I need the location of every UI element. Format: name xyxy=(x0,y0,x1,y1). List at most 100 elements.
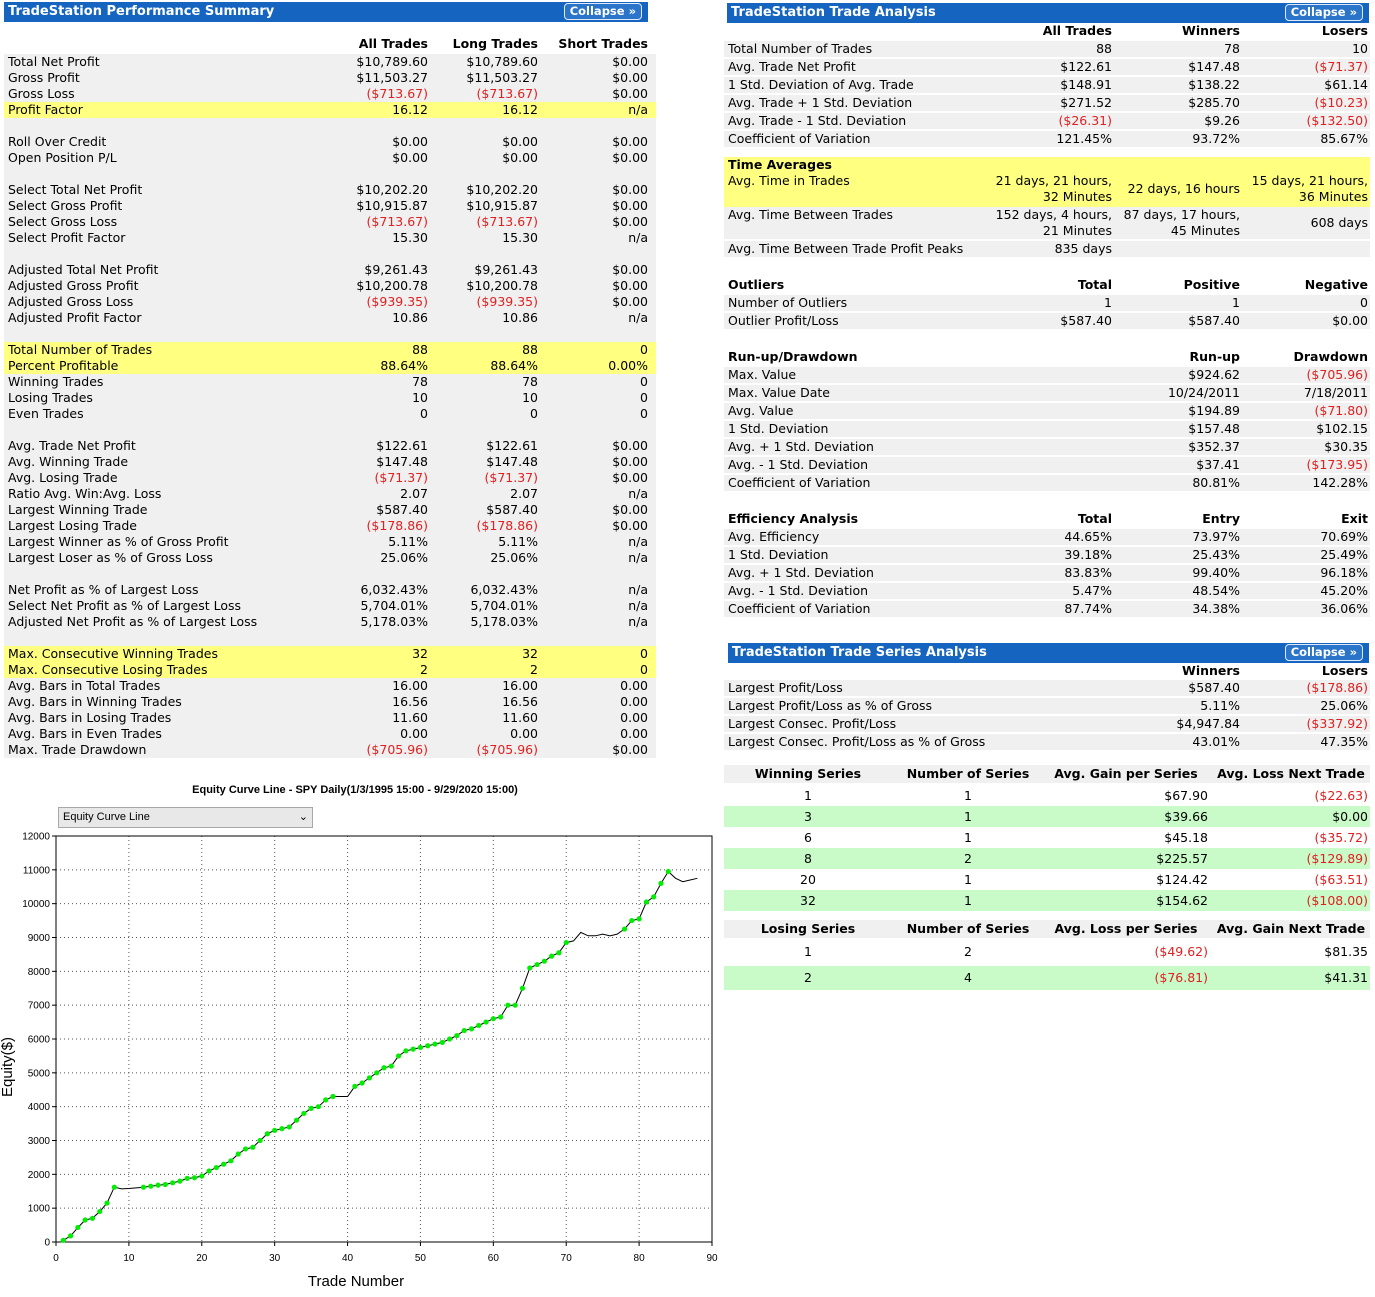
perf-row-value: 0.00 xyxy=(400,726,428,741)
analysis-value: 21 Minutes xyxy=(1042,223,1112,238)
perf-row-label: Gross Profit xyxy=(8,70,80,85)
perf-row-value: 88 xyxy=(522,342,538,357)
chart-type-dropdown[interactable]: Equity Curve Line ⌄ xyxy=(58,807,313,828)
perf-row-value: $0.00 xyxy=(502,134,538,149)
outliers-heading: Outliers Total Positive Negative xyxy=(724,277,1370,293)
perf-row-value: $0.00 xyxy=(612,134,648,149)
analysis-value: 5.47% xyxy=(1072,583,1112,598)
perf-row-value: $10,202.20 xyxy=(356,182,428,197)
perf-row-value: 2 xyxy=(420,662,428,677)
analysis-value: 83.83% xyxy=(1064,565,1112,580)
analysis-value: 45 Minutes xyxy=(1170,223,1240,238)
equity-point xyxy=(75,1224,81,1231)
equity-point xyxy=(439,1039,445,1045)
perf-spacer-row xyxy=(4,166,656,182)
outlier-row: Number of Outliers 1 1 0 xyxy=(724,295,1370,311)
series-collapse-button[interactable]: Collapse » xyxy=(1284,644,1363,661)
perf-collapse-button[interactable]: Collapse » xyxy=(563,3,642,20)
perf-row-value: 0 xyxy=(640,390,648,405)
analysis-value: $0.00 xyxy=(1332,313,1368,328)
perf-row-value: $10,789.60 xyxy=(466,54,538,69)
runup-row: Avg. - 1 Std. Deviation $37.41 ($173.95) xyxy=(724,457,1370,473)
series-value: 1 xyxy=(964,872,972,887)
perf-row-value: $11,503.27 xyxy=(356,70,428,85)
analysis-label: Avg. + 1 Std. Deviation xyxy=(728,565,874,580)
perf-row-value: ($713.67) xyxy=(366,214,428,229)
analysis-value: 608 days xyxy=(1310,215,1368,230)
equity-point xyxy=(519,985,526,991)
series-winning-row: 32 1 $154.62 ($108.00) xyxy=(724,890,1370,911)
perf-row-value: $0.00 xyxy=(612,150,648,165)
perf-row-label: Select Gross Profit xyxy=(8,198,123,213)
equity-point xyxy=(359,1080,365,1086)
series-winning-row: 1 1 $67.90 ($22.63) xyxy=(724,785,1370,806)
perf-row-value: $0.00 xyxy=(392,150,428,165)
equity-point xyxy=(140,1184,147,1190)
perf-row-value: $10,200.78 xyxy=(466,278,538,293)
perf-row: Winning Trades 78 78 0 xyxy=(4,374,656,390)
series-analysis-table: Winners Losers Largest Profit/Loss $587.40 (… xyxy=(724,663,1370,990)
perf-row-label: Open Position P/L xyxy=(8,150,117,165)
perf-row: Avg. Bars in Total Trades 16.00 16.00 0.00 xyxy=(4,678,656,694)
perf-row: Select Profit Factor 15.30 15.30 n/a xyxy=(4,230,656,246)
perf-row-value: 25.06% xyxy=(490,550,538,565)
equity-point xyxy=(505,1002,511,1008)
outlier-row: Outlier Profit/Loss $587.40 $587.40 $0.00 xyxy=(724,313,1370,329)
y-tick-label: 8000 xyxy=(28,967,51,978)
equity-point xyxy=(257,1137,263,1144)
perf-row-label: Roll Over Credit xyxy=(8,134,107,149)
perf-row-value: 5,178.03% xyxy=(360,614,428,629)
equity-point xyxy=(206,1168,212,1174)
series-value: ($49.62) xyxy=(1154,944,1209,959)
perf-row: Losing Trades 10 10 0 xyxy=(4,390,656,406)
series-value: ($178.86) xyxy=(1306,680,1368,695)
y-tick-label: 4000 xyxy=(28,1102,51,1113)
series-value: 2 xyxy=(804,970,812,985)
y-tick-label: 10000 xyxy=(22,899,50,910)
perf-row-value: 10.86 xyxy=(502,310,538,325)
perf-row: Avg. Trade Net Profit $122.61 $122.61 $0.00 xyxy=(4,438,656,454)
perf-row-value: 0 xyxy=(640,646,648,661)
series-value: $0.00 xyxy=(1332,809,1368,824)
series-value: 3 xyxy=(804,809,812,824)
analysis-column-header: Losers xyxy=(1321,23,1368,38)
perf-row: Roll Over Credit $0.00 $0.00 $0.00 xyxy=(4,134,656,150)
series-value: 25.06% xyxy=(1320,698,1368,713)
perf-row-value: $0.00 xyxy=(612,70,648,85)
analysis-value: 45.20% xyxy=(1320,583,1368,598)
series-column-header: Avg. Gain Next Trade xyxy=(1216,921,1366,936)
series-label: Largest Profit/Loss xyxy=(728,680,843,695)
analysis-value: $148.91 xyxy=(1060,77,1112,92)
y-tick-label: 1000 xyxy=(28,1204,51,1215)
analysis-collapse-button[interactable]: Collapse » xyxy=(1284,4,1363,21)
perf-row-value: 5,704.01% xyxy=(470,598,538,613)
perf-row-label: Adjusted Gross Profit xyxy=(8,278,139,293)
equity-point xyxy=(512,1002,518,1008)
perf-row-value: n/a xyxy=(628,598,648,613)
y-tick-label: 7000 xyxy=(28,1001,51,1012)
perf-row-value: 78 xyxy=(522,374,538,389)
perf-row: Total Number of Trades 88 88 0 xyxy=(4,342,656,358)
perf-row-label: Avg. Trade Net Profit xyxy=(8,438,136,453)
perf-row-value: n/a xyxy=(628,102,648,117)
series-label: Largest Consec. Profit/Loss as % of Gros… xyxy=(728,734,986,749)
perf-row-value: $0.00 xyxy=(612,454,648,469)
equity-point xyxy=(461,1027,467,1034)
equity-point xyxy=(89,1215,96,1221)
perf-column-header: Long Trades xyxy=(452,36,538,51)
perf-row: Select Gross Profit $10,915.87 $10,915.87 $… xyxy=(4,198,656,214)
analysis-value: 22 days, 16 hours xyxy=(1127,181,1240,196)
time-row: Avg. Time in Trades 21 days, 21 hours, 32 … xyxy=(724,173,1370,207)
perf-row-value: $587.40 xyxy=(486,502,538,517)
series-column-header: Avg. Loss per Series xyxy=(1054,921,1198,936)
perf-row-value: 5,178.03% xyxy=(470,614,538,629)
perf-row-label: Ratio Avg. Win:Avg. Loss xyxy=(8,486,162,501)
perf-row-value: $9,261.43 xyxy=(364,262,428,277)
perf-row-value: 10 xyxy=(412,390,428,405)
equity-point xyxy=(490,1016,496,1022)
perf-row-value: n/a xyxy=(628,550,648,565)
perf-row-value: 2 xyxy=(530,662,538,677)
y-tick-label: 12000 xyxy=(22,832,50,843)
y-tick-label: 0 xyxy=(44,1238,50,1249)
perf-row-value: 0 xyxy=(530,406,538,421)
